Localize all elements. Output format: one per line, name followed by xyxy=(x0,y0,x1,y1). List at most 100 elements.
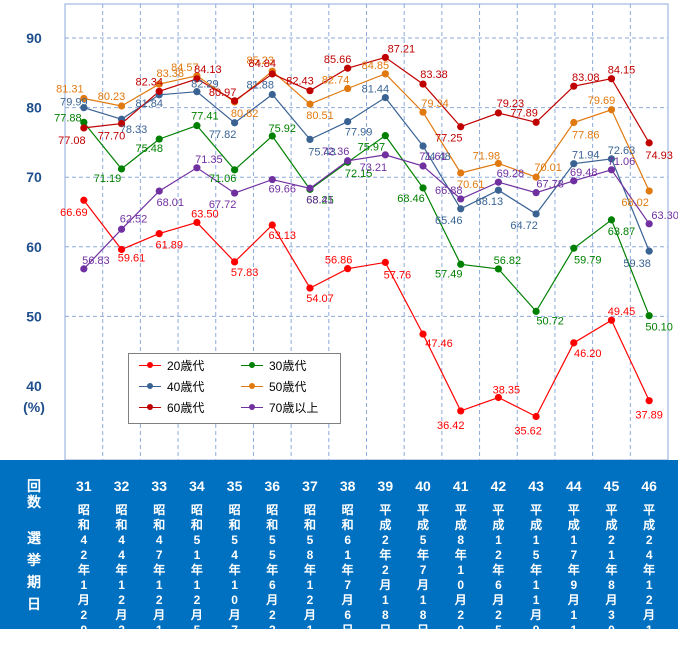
legend-label: 50歳代 xyxy=(269,380,307,394)
data-point xyxy=(80,104,88,112)
data-labels: 66.69 59.61 61.89 63.50 57.83 63.13 54.07 56.86… xyxy=(54,43,678,437)
data-point xyxy=(419,162,427,170)
y-axis: 40 50 60 70 80 90 xyxy=(26,30,42,394)
data-point xyxy=(268,70,276,78)
legend: 20歳代 30歳代 40歳代 50歳代 60歳代 70歳以上 xyxy=(128,353,341,424)
data-label: 79.23 xyxy=(497,98,525,110)
data-label: 68.02 xyxy=(621,197,649,209)
data-label: 85.66 xyxy=(324,54,352,66)
data-point xyxy=(607,166,616,174)
data-point xyxy=(494,159,503,168)
data-label: 75.43 xyxy=(308,146,336,158)
election-number: 35 xyxy=(226,478,243,494)
data-label: 77.41 xyxy=(191,111,219,123)
data-label: 63.30 xyxy=(651,210,678,222)
data-label: 82.74 xyxy=(322,75,350,87)
data-point xyxy=(80,118,88,126)
line-chart: 40 50 60 70 80 90 66.69 59.61 61.89 63.50 57.83 63… xyxy=(23,3,678,460)
data-point xyxy=(570,244,578,252)
data-point xyxy=(457,407,465,415)
legend-marker xyxy=(139,383,161,389)
election-number: 37 xyxy=(302,478,318,494)
data-label: 77.08 xyxy=(58,135,86,147)
series-points xyxy=(80,53,653,421)
data-point xyxy=(193,88,201,96)
data-label: 68.25 xyxy=(306,194,334,206)
legend-marker xyxy=(241,404,263,410)
data-point xyxy=(80,94,88,103)
data-label: 80.97 xyxy=(209,87,237,99)
election-number: 36 xyxy=(264,478,281,494)
data-label: 80.82 xyxy=(231,108,259,120)
data-point xyxy=(570,118,578,127)
legend-label: 60歳代 xyxy=(167,401,205,415)
data-label: 59.61 xyxy=(118,253,146,265)
election-number: 31 xyxy=(76,478,92,494)
data-point xyxy=(268,221,276,229)
data-label: 79.34 xyxy=(421,98,449,110)
data-point xyxy=(80,196,88,204)
election-number: 45 xyxy=(603,478,620,494)
data-label: 74.93 xyxy=(645,150,673,162)
y-tick-label: 90 xyxy=(26,30,42,46)
data-point xyxy=(193,164,201,172)
data-label: 67.78 xyxy=(536,179,564,191)
y-tick-label: 40 xyxy=(26,378,42,394)
y-axis-label: (%) xyxy=(23,399,45,415)
data-point xyxy=(457,195,465,203)
data-label: 57.76 xyxy=(384,269,412,281)
data-point xyxy=(117,165,126,173)
data-point xyxy=(494,109,503,117)
data-point xyxy=(230,119,239,127)
data-label: 46.20 xyxy=(574,348,602,360)
data-label: 83.08 xyxy=(572,72,600,84)
data-label: 64.72 xyxy=(510,220,538,232)
data-label: 73.21 xyxy=(360,162,388,174)
data-label: 84.85 xyxy=(362,60,390,72)
data-point xyxy=(457,260,465,268)
data-label: 71.19 xyxy=(94,173,122,185)
series-line xyxy=(83,122,650,316)
data-label: 66.69 xyxy=(60,207,88,219)
data-point xyxy=(155,80,163,88)
data-label: 72.36 xyxy=(322,146,350,158)
data-point xyxy=(306,284,314,292)
data-label: 59.38 xyxy=(623,258,651,270)
data-point xyxy=(419,330,427,338)
data-point xyxy=(230,258,239,266)
data-point xyxy=(570,177,578,185)
data-label: 63.50 xyxy=(191,208,219,220)
y-tick-label: 70 xyxy=(26,169,42,185)
data-point xyxy=(117,120,126,128)
series-line xyxy=(83,70,650,192)
data-point xyxy=(381,70,389,78)
series-lines xyxy=(83,56,650,418)
data-point xyxy=(155,230,163,238)
data-point xyxy=(532,412,540,421)
election-number: 33 xyxy=(151,478,167,494)
data-point xyxy=(268,132,276,140)
legend-marker xyxy=(241,362,263,368)
data-label: 68.46 xyxy=(397,193,425,205)
data-point xyxy=(381,53,389,62)
data-point xyxy=(344,84,352,93)
data-point xyxy=(494,186,503,194)
data-label: 71.35 xyxy=(195,154,223,166)
election-info-band xyxy=(0,460,678,629)
election-number: 44 xyxy=(565,478,582,494)
data-label: 67.72 xyxy=(209,199,237,211)
data-point xyxy=(344,265,352,273)
data-label: 38.35 xyxy=(493,384,521,396)
data-label: 68.01 xyxy=(156,197,184,209)
data-label: 35.62 xyxy=(514,425,542,437)
data-point xyxy=(117,245,126,254)
data-label: 79.69 xyxy=(588,95,616,107)
data-label: 77.88 xyxy=(54,112,82,124)
data-point xyxy=(532,173,540,181)
